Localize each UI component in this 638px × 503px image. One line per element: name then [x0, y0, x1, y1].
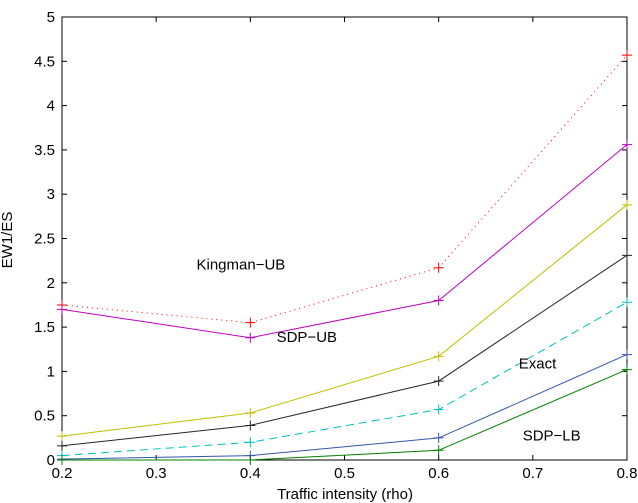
series-6 — [57, 349, 632, 465]
x-tick-label: 0.8 — [617, 465, 638, 482]
y-tick-label: 4 — [47, 98, 55, 115]
data-point-marker — [245, 455, 256, 465]
annotation-label: SDP−UB — [277, 329, 337, 346]
y-tick-label: 0 — [47, 452, 55, 469]
series-5 — [57, 297, 632, 461]
data-point-marker — [433, 295, 444, 306]
y-tick-label: 5 — [47, 9, 55, 26]
series-7 — [57, 364, 632, 465]
series-3 — [57, 199, 632, 442]
data-point-marker — [433, 404, 444, 415]
y-tick-label: 1.5 — [34, 319, 55, 336]
data-point-marker — [57, 304, 67, 315]
data-point-marker — [622, 50, 632, 61]
series-line — [61, 54, 628, 324]
data-point-marker — [245, 317, 256, 328]
data-point-marker — [622, 297, 632, 308]
y-tick-label: 2 — [47, 275, 55, 292]
data-point-marker — [433, 445, 444, 456]
x-tick-label: 0.6 — [428, 465, 449, 482]
series-line — [62, 369, 628, 461]
data-point-marker — [622, 139, 632, 150]
y-tick-label: 3 — [47, 186, 55, 203]
series-2 — [57, 139, 632, 343]
data-point-marker — [622, 364, 632, 375]
y-axis-label: EW1/ES — [0, 212, 16, 269]
series-line — [61, 204, 628, 437]
series-1 — [57, 50, 632, 328]
data-point-marker — [622, 349, 632, 360]
series-line — [61, 301, 628, 457]
y-tick-label: 0.5 — [34, 408, 55, 425]
series-layer — [57, 50, 632, 465]
data-point-marker — [57, 440, 67, 451]
x-axis-label: Traffic intensity (rho) — [277, 486, 413, 503]
annotation-label: SDP−LB — [523, 428, 581, 445]
data-point-marker — [245, 420, 256, 431]
data-point-marker — [433, 262, 444, 273]
data-point-marker — [57, 431, 67, 442]
annotation-label: Kingman−UB — [197, 257, 286, 274]
data-point-marker — [433, 351, 444, 362]
y-tick-label: 2.5 — [34, 231, 55, 248]
x-tick-label: 0.7 — [522, 465, 543, 482]
annotation-label: Exact — [519, 356, 557, 373]
x-tick-label: 0.4 — [240, 465, 261, 482]
axis-ticks: 0.2 0.3 0.4 0.5 0.6 0.7 0.8 0 0.5 1 1.5 2 2.5 3 3.5 4 4.… — [34, 9, 637, 482]
x-tick-label: 0.2 — [52, 465, 73, 482]
data-point-marker — [245, 332, 256, 343]
plot-frame — [61, 16, 628, 461]
data-point-marker — [245, 408, 256, 419]
data-point-marker — [57, 455, 67, 465]
x-tick-label: 0.5 — [334, 465, 355, 482]
plot-area-border — [61, 16, 628, 461]
data-point-marker — [622, 199, 632, 210]
data-point-marker — [433, 376, 444, 387]
series-4 — [57, 250, 632, 451]
y-tick-label: 1 — [47, 363, 55, 380]
data-point-marker — [622, 250, 632, 261]
data-point-marker — [245, 437, 256, 448]
y-tick-label: 4.5 — [34, 53, 55, 70]
y-tick-label: 3.5 — [34, 142, 55, 159]
data-point-marker — [433, 432, 444, 443]
series-line — [61, 354, 628, 460]
series-line — [61, 144, 628, 339]
annotations: Kingman−UB SDP−UB Exact SDP−LB — [197, 257, 581, 445]
series-line — [61, 254, 628, 447]
x-tick-label: 0.3 — [146, 465, 167, 482]
